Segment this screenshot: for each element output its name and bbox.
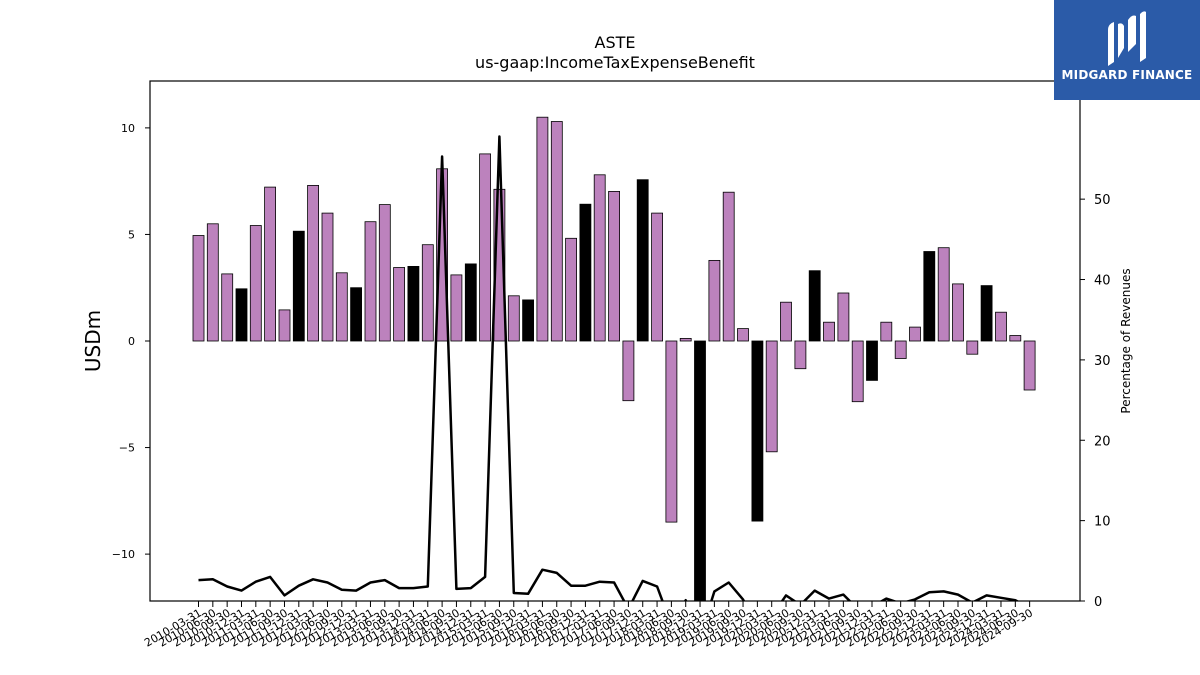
bar <box>593 174 606 342</box>
axes-layer: 1050−5−10010203040502010-03-312010-06-30… <box>112 80 1111 650</box>
bar <box>851 340 864 403</box>
bar <box>651 212 663 342</box>
bar <box>679 337 692 342</box>
y-tick-label: −10 <box>112 548 135 561</box>
y-tick-label: 0 <box>128 335 135 348</box>
bar <box>665 340 678 523</box>
y2-axis-label: Percentage of Revenues <box>1119 268 1133 413</box>
bar <box>192 235 205 342</box>
bar <box>221 273 234 342</box>
bar <box>923 251 936 342</box>
bar <box>880 321 893 342</box>
bar <box>579 203 592 342</box>
bar <box>335 272 348 342</box>
bar <box>622 340 635 402</box>
bar <box>765 340 778 453</box>
y2-tick-label: 10 <box>1094 515 1111 530</box>
bar <box>464 263 477 342</box>
bar <box>952 283 964 342</box>
bar <box>722 191 735 342</box>
bar <box>565 237 577 342</box>
bar <box>694 340 706 602</box>
bar <box>350 287 363 342</box>
bar <box>966 340 979 355</box>
bar <box>364 221 377 342</box>
bar <box>808 270 821 342</box>
bar <box>823 321 835 342</box>
bar <box>507 295 520 342</box>
bar <box>522 299 534 342</box>
bar <box>866 340 878 381</box>
bar <box>909 326 921 342</box>
y-tick-label: 10 <box>121 122 135 135</box>
bar <box>980 285 993 342</box>
y-tick-label: −5 <box>119 442 135 455</box>
bar <box>393 267 406 342</box>
y2-tick-label: 30 <box>1094 354 1111 369</box>
bar <box>493 188 506 342</box>
bar <box>378 204 391 342</box>
chart-subtitle: us-gaap:IncomeTaxExpenseBenefit <box>475 53 755 72</box>
y2-tick-label: 0 <box>1094 595 1102 610</box>
bar <box>278 309 291 342</box>
bar <box>249 225 262 342</box>
pct-revenues-line <box>198 135 1020 601</box>
bar <box>794 340 807 370</box>
y-axis-label: USDm <box>81 310 105 372</box>
logo-mark-icon <box>1108 11 1146 66</box>
bar <box>708 259 721 342</box>
bars-layer <box>192 116 1036 602</box>
bar <box>608 190 620 342</box>
bar <box>421 244 434 342</box>
bar <box>450 274 463 342</box>
bar <box>479 153 492 342</box>
bar <box>206 223 219 342</box>
bar <box>550 121 563 342</box>
y-tick-label: 5 <box>128 228 135 241</box>
midgard-finance-logo: MIDGARD FINANCE <box>1054 0 1200 100</box>
bar <box>264 186 277 342</box>
bar <box>837 292 850 342</box>
line-layer <box>198 135 1020 601</box>
bar <box>292 230 305 342</box>
bar <box>737 328 749 342</box>
bar <box>1009 335 1022 342</box>
y2-tick-label: 20 <box>1094 434 1111 449</box>
y2-tick-label: 40 <box>1094 274 1111 289</box>
y2-tick-label: 50 <box>1094 193 1111 208</box>
bar <box>937 247 950 342</box>
bar <box>235 288 248 342</box>
bar <box>321 212 334 342</box>
bar <box>636 179 649 342</box>
bar <box>995 311 1007 342</box>
bar <box>1023 340 1036 391</box>
bar <box>407 265 420 342</box>
bar <box>780 301 792 342</box>
bar <box>536 116 549 342</box>
logo-text: MIDGARD FINANCE <box>1061 68 1193 82</box>
chart-title: ASTE <box>595 33 636 52</box>
bar <box>307 184 320 342</box>
bar <box>894 340 907 359</box>
bar <box>751 340 764 522</box>
